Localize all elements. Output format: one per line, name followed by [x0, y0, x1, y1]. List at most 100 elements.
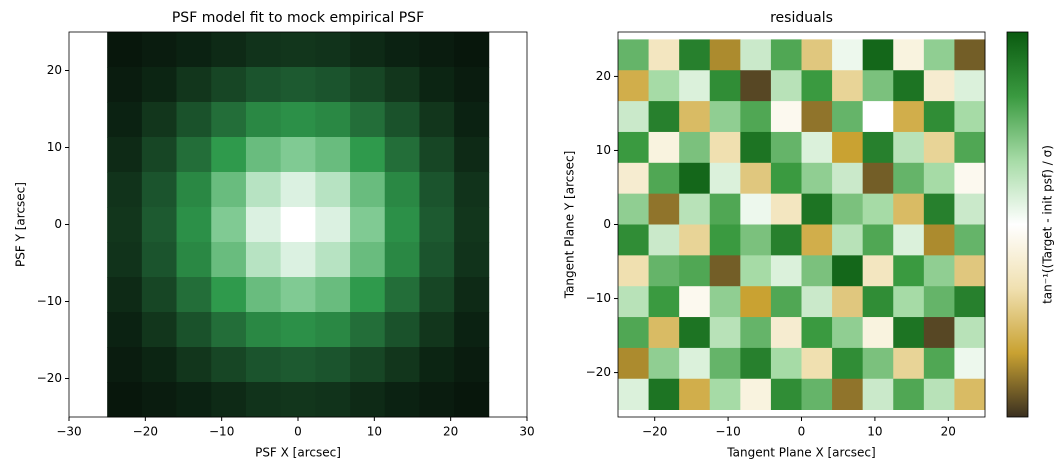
heatmap-cell: [648, 131, 680, 164]
heatmap-cell: [648, 162, 680, 195]
x-tick-label: −20: [133, 425, 158, 439]
heatmap-cell: [350, 67, 386, 103]
heatmap-cell: [648, 70, 680, 102]
heatmap-cell: [923, 193, 955, 225]
heatmap-cell: [862, 131, 894, 164]
y-tick-label: 0: [54, 217, 62, 231]
heatmap-cell: [384, 312, 420, 348]
heatmap-cell: [618, 101, 649, 133]
heatmap-cell: [315, 102, 351, 138]
heatmap-cell: [454, 207, 490, 243]
heatmap-cell: [648, 193, 680, 225]
heatmap-cell: [107, 242, 143, 278]
y-axis-label: Tangent Plane Y [arcsec]: [563, 151, 577, 300]
heatmap-cell: [893, 286, 925, 318]
heatmap-cell: [280, 137, 316, 173]
heatmap-cell: [893, 347, 925, 380]
heatmap-cell: [141, 207, 177, 243]
heatmap-cell: [770, 39, 802, 71]
heatmap-cell: [384, 102, 420, 138]
heatmap-cell: [740, 193, 772, 225]
heatmap-cell: [350, 172, 386, 208]
heatmap-cell: [893, 224, 925, 256]
heatmap-cell: [315, 382, 351, 418]
heatmap-cell: [709, 39, 741, 71]
heatmap-cell: [679, 70, 711, 102]
heatmap-cell: [176, 242, 212, 278]
heatmap-cell: [141, 67, 177, 103]
heatmap-cell: [618, 39, 649, 71]
heatmap-cell: [801, 378, 833, 410]
heatmap-cell: [893, 378, 925, 410]
heatmap-cell: [709, 286, 741, 318]
heatmap-cell: [832, 286, 864, 318]
heatmap-cell: [176, 32, 212, 68]
heatmap-cell: [211, 347, 247, 383]
heatmap-cell: [770, 286, 802, 318]
heatmap-cell: [832, 255, 864, 287]
heatmap-cell: [618, 347, 649, 380]
heatmap-cell: [141, 347, 177, 383]
heatmap-cell: [107, 172, 143, 208]
x-tick-label: −10: [209, 425, 234, 439]
x-tick-label: 20: [443, 425, 458, 439]
heatmap-cell: [454, 137, 490, 173]
heatmap-cell: [862, 286, 894, 318]
heatmap-cell: [770, 347, 802, 380]
heatmap-cell: [801, 286, 833, 318]
heatmap-cell: [954, 131, 986, 164]
heatmap-cell: [801, 131, 833, 164]
heatmap-cell: [384, 67, 420, 103]
x-tick-label: 20: [941, 425, 956, 439]
heatmap-cell: [245, 67, 282, 103]
heatmap-cell: [923, 224, 955, 256]
heatmap-cell: [107, 137, 143, 173]
heatmap-cell: [454, 32, 490, 68]
heatmap-cell: [211, 67, 247, 103]
heatmap-cell: [832, 347, 864, 380]
colorbar: [1006, 31, 1029, 418]
heatmap-cell: [315, 207, 351, 243]
heatmap-cell: [419, 382, 455, 418]
heatmap-cell: [350, 347, 386, 383]
heatmap-cell: [801, 255, 833, 287]
heatmap-cell: [384, 347, 420, 383]
heatmap-cell: [141, 172, 177, 208]
heatmap-cell: [315, 277, 351, 313]
heatmap-cell: [454, 242, 490, 278]
heatmap-cell: [245, 207, 282, 243]
heatmap-cell: [618, 131, 649, 164]
heatmap-cell: [862, 317, 894, 349]
heatmap-cell: [923, 39, 955, 71]
heatmap-cell: [618, 286, 649, 318]
heatmap-cell: [141, 277, 177, 313]
heatmap-cell: [107, 347, 143, 383]
heatmap-cell: [648, 39, 680, 71]
y-tick-label: −20: [586, 365, 611, 379]
heatmap-cell: [740, 162, 772, 195]
heatmap-cell: [618, 255, 649, 287]
heatmap-cell: [315, 242, 351, 278]
heatmap-cell: [245, 172, 282, 208]
heatmap-cell: [954, 162, 986, 195]
heatmap-cell: [454, 382, 490, 418]
heatmap-cell: [211, 277, 247, 313]
x-tick-label: 10: [867, 425, 882, 439]
heatmap-cell: [740, 70, 772, 102]
heatmap-cell: [862, 101, 894, 133]
heatmap-cell: [740, 347, 772, 380]
heatmap-cell: [176, 137, 212, 173]
heatmap-cell: [801, 347, 833, 380]
heatmap-cell: [107, 277, 143, 313]
heatmap-cell: [176, 347, 212, 383]
heatmap-cell: [454, 172, 490, 208]
heatmap-cell: [280, 172, 316, 208]
heatmap-cell: [954, 347, 986, 380]
heatmap-cell: [419, 67, 455, 103]
heatmap-cell: [954, 255, 986, 287]
heatmap-cell: [832, 317, 864, 349]
heatmap-cell: [709, 101, 741, 133]
y-tick-label: −10: [586, 291, 611, 305]
x-tick-label: 10: [367, 425, 382, 439]
heatmap-cell: [923, 286, 955, 318]
